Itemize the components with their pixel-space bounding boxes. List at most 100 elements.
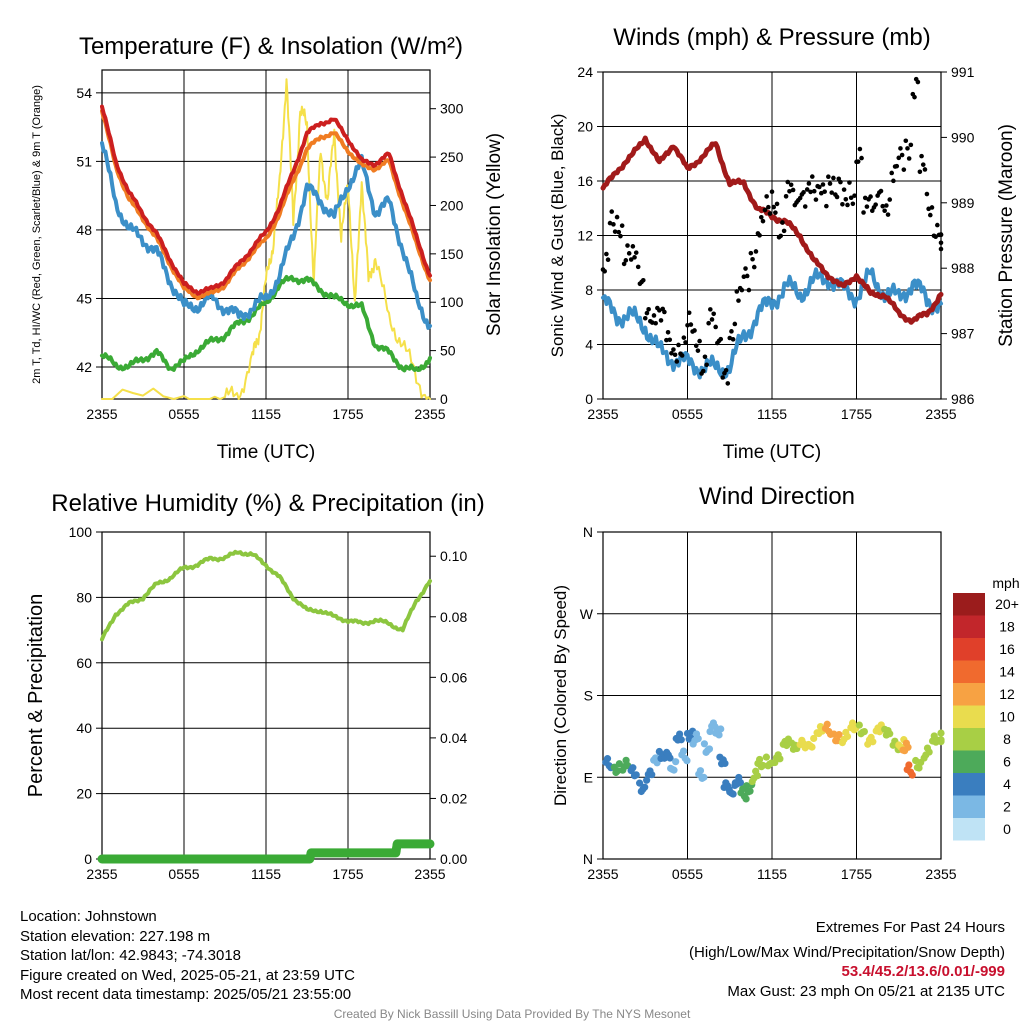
direction-point <box>629 764 637 772</box>
direction-point <box>641 783 649 791</box>
y-right-tick-label: 989 <box>951 195 975 211</box>
gust-point <box>788 182 794 188</box>
gust-point <box>802 204 808 209</box>
x-axis-label: Time (UTC) <box>723 442 822 463</box>
direction-point <box>905 761 913 769</box>
red-temp-line <box>100 104 432 296</box>
gust-point <box>841 187 847 192</box>
direction-point <box>636 779 644 787</box>
y-right-tick-label: 990 <box>951 129 975 145</box>
gust-point <box>702 354 708 360</box>
y-tick-label: 20 <box>76 786 92 802</box>
extremes-subheading: (High/Low/Max Wind/Precipitation/Snow De… <box>689 943 1005 961</box>
plot-border <box>101 69 431 400</box>
y-tick-label: 42 <box>76 359 92 375</box>
gust-point <box>723 368 729 373</box>
y-tick-label: 8 <box>585 282 593 298</box>
gust-point <box>903 138 909 144</box>
gust-point <box>686 310 692 316</box>
x-tick-label: 0555 <box>672 406 703 422</box>
gust-point <box>688 322 694 327</box>
gust-point <box>813 197 819 202</box>
gust-point <box>774 201 780 207</box>
gust-point <box>891 178 896 184</box>
y-right-axis-label: Station Pressure (Maroon) <box>996 124 1017 347</box>
gust-point <box>884 203 889 208</box>
gust-point <box>644 310 650 316</box>
gust-point <box>693 343 699 349</box>
direction-point <box>683 757 691 765</box>
x-tick-label: 1155 <box>757 406 787 422</box>
y-tick-label: N <box>583 851 593 867</box>
y-tick-label: 48 <box>76 222 92 238</box>
gust-point <box>730 337 736 342</box>
panel-1 <box>96 69 436 400</box>
x-tick-label: 1155 <box>251 866 281 882</box>
extremes-panel: Extremes For Past 24 Hours (High/Low/Max… <box>689 918 1005 1001</box>
y-tick-label: 80 <box>76 589 92 605</box>
gust-point <box>632 255 637 260</box>
gust-point <box>840 201 845 207</box>
gust-point <box>766 204 771 210</box>
gust-point <box>616 229 622 235</box>
gust-point <box>831 175 836 181</box>
gust-point <box>787 189 792 194</box>
x-axis-label: Time (UTC) <box>217 442 316 463</box>
y-tick-label: 4 <box>585 337 593 353</box>
direction-point <box>869 738 877 746</box>
gust-point <box>665 329 671 335</box>
gust-point <box>920 162 926 167</box>
gust-point <box>908 142 914 148</box>
gust-point <box>938 232 944 238</box>
gust-point <box>889 170 895 176</box>
x-tick-label: 2355 <box>587 866 618 882</box>
legend-label: 10 <box>999 709 1015 725</box>
direction-point <box>746 787 754 795</box>
gust-point <box>743 266 748 271</box>
gust-point <box>621 261 627 267</box>
legend-swatch <box>953 660 985 683</box>
gust-point <box>824 203 829 209</box>
gust-point <box>859 155 864 161</box>
y-tick-label: 24 <box>577 64 593 80</box>
gust-point <box>861 210 866 215</box>
y-tick-label: 60 <box>76 655 92 671</box>
gust-point <box>938 246 944 252</box>
gust-point <box>809 174 815 179</box>
direction-point <box>756 755 764 764</box>
gust-point <box>744 273 750 279</box>
gust-point <box>917 169 923 175</box>
recent-timestamp-text: Most recent data timestamp: 2025/05/21 2… <box>20 986 352 1003</box>
gust-point <box>713 324 718 330</box>
meteogram-figure: 2355 0555 1155 1755 235542454851540501001502… <box>25 24 1020 882</box>
gust-point <box>857 146 863 152</box>
direction-point <box>648 771 656 779</box>
y-axis-label: Percent & Precipitation <box>25 594 47 797</box>
y-right-tick-label: 988 <box>951 260 975 276</box>
legend-swatch <box>953 795 985 818</box>
direction-point <box>694 735 702 743</box>
y-tick-label: 51 <box>76 153 92 169</box>
gust-point <box>924 191 930 197</box>
gust-point <box>748 250 754 256</box>
gust-point <box>664 337 669 343</box>
chart-title-humidity: Relative Humidity (%) & Precipitation (i… <box>51 490 484 517</box>
gust-point <box>623 258 629 263</box>
gust-point <box>662 309 667 315</box>
gust-point <box>619 223 625 228</box>
legend-title: mph <box>992 575 1019 591</box>
rh-line <box>100 549 432 642</box>
legend-swatch <box>953 683 985 706</box>
gust-point <box>935 222 940 228</box>
gust-point <box>753 249 759 254</box>
elevation-text: Station elevation: 227.198 m <box>20 927 211 945</box>
gust-point <box>938 240 944 246</box>
gust-point <box>780 220 785 225</box>
x-tick-label: 0555 <box>168 866 199 882</box>
gust-point <box>760 218 766 224</box>
direction-point <box>603 755 612 763</box>
blue-sonic-wind-line <box>601 267 943 380</box>
green-dewpoint-line <box>100 274 432 373</box>
direction-point <box>715 731 723 739</box>
gust-point <box>667 337 673 343</box>
